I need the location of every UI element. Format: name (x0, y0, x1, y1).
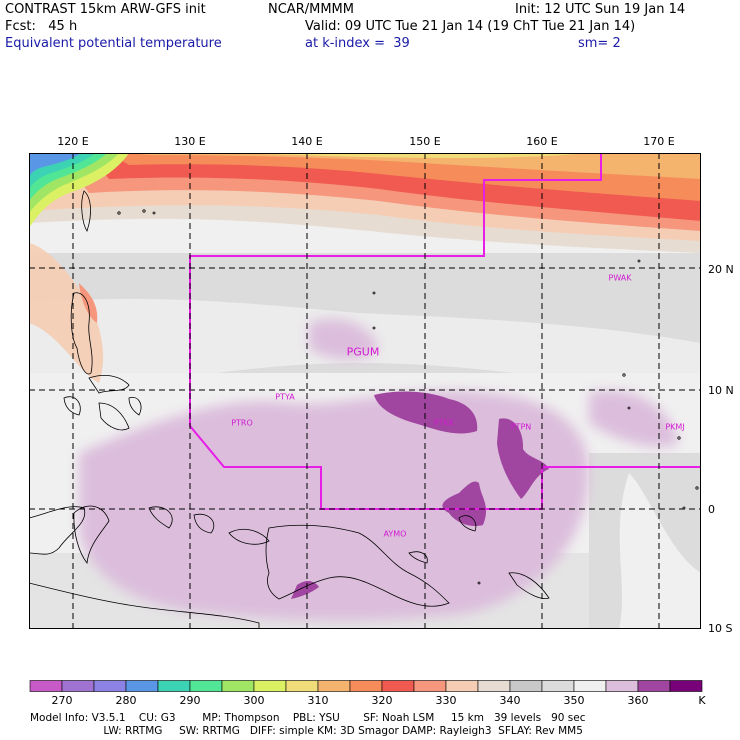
lon-label-160: 160 E (526, 135, 558, 148)
lat-label-20n: 20 N (708, 263, 734, 276)
organization: NCAR/MMMM (268, 2, 354, 17)
colorbar-swatch (573, 680, 607, 692)
smoothing-info: sm= 2 (578, 36, 621, 51)
station-ptya: PTYA (275, 392, 295, 402)
colorbar-swatch (605, 680, 639, 692)
field-name: Equivalent potential temperature (5, 36, 222, 51)
colorbar-swatch (253, 680, 287, 692)
station-pkmj: PKMJ (665, 422, 685, 432)
map-plot (29, 153, 701, 629)
colorbar-swatch (189, 680, 223, 692)
colorbar-swatch (381, 680, 415, 692)
valid-time: Valid: 09 UTC Tue 21 Jan 14 (19 ChT Tue … (305, 19, 636, 34)
colorbar-swatch (509, 680, 543, 692)
station-pwak: PWAK (608, 273, 632, 283)
model-info-line-2: LW: RRTMG SW: RRTMG DIFF: simple KM: 3D … (30, 725, 583, 737)
forecast-hour: Fcst: 45 h (5, 19, 78, 34)
lon-label-130: 130 E (174, 135, 206, 148)
colorbar-tick-label: 330 (435, 694, 457, 707)
colorbar-swatch (349, 680, 383, 692)
station-pgum: PGUM (346, 345, 380, 359)
colorbar-swatch (445, 680, 479, 692)
colorbar-swatch (285, 680, 319, 692)
level-info: at k-index = 39 (305, 36, 410, 51)
lon-label-120: 120 E (57, 135, 89, 148)
colorbar-swatch (669, 680, 703, 692)
colorbar-tick-label: 360 (627, 694, 649, 707)
colorbar-swatch (93, 680, 127, 692)
lat-label-10s: 10 S (708, 622, 733, 635)
colorbar-tick-label: 270 (51, 694, 73, 707)
colorbar-tick-label: 280 (115, 694, 137, 707)
lon-label-140: 140 E (291, 135, 323, 148)
domain-outline (189, 153, 701, 510)
colorbar-swatch (221, 680, 255, 692)
init-time: Init: 12 UTC Sun 19 Jan 14 (515, 2, 686, 17)
theta-e-field (29, 153, 701, 629)
lat-label-0: 0 (708, 503, 715, 516)
colorbar-swatch (477, 680, 511, 692)
colorbar-swatch (29, 680, 63, 692)
colorbar-swatch (637, 680, 671, 692)
station-ptro: PTRO (231, 418, 253, 428)
lat-label-10n: 10 N (708, 384, 734, 397)
colorbar-tick-label: 290 (179, 694, 201, 707)
model-title: CONTRAST 15km ARW-GFS init (5, 2, 206, 17)
lon-label-150: 150 E (409, 135, 441, 148)
colorbar-unit: K (698, 694, 706, 707)
colorbar-swatch (541, 680, 575, 692)
coastlines (29, 190, 699, 629)
colorbar-tick-label: 320 (371, 694, 393, 707)
colorbar-tick-label: 300 (243, 694, 265, 707)
station-ptpn: PTPN (510, 422, 532, 432)
colorbar-tick-label: 310 (307, 694, 329, 707)
colorbar-tick-label: 350 (563, 694, 585, 707)
colorbar-tick-label: 340 (499, 694, 521, 707)
lat-lon-grid (29, 153, 701, 629)
colorbar-swatch (413, 680, 447, 692)
station-aymo: AYMO (383, 529, 407, 539)
colorbar-swatch (317, 680, 351, 692)
model-info-line-1: Model Info: V3.5.1 CU: G3 MP: Thompson P… (30, 712, 586, 724)
colorbar (29, 680, 703, 692)
station-ptkk: PTKK (433, 418, 455, 428)
lon-label-170: 170 E (643, 135, 675, 148)
colorbar-swatch (61, 680, 95, 692)
colorbar-swatch (125, 680, 159, 692)
colorbar-swatch (157, 680, 191, 692)
